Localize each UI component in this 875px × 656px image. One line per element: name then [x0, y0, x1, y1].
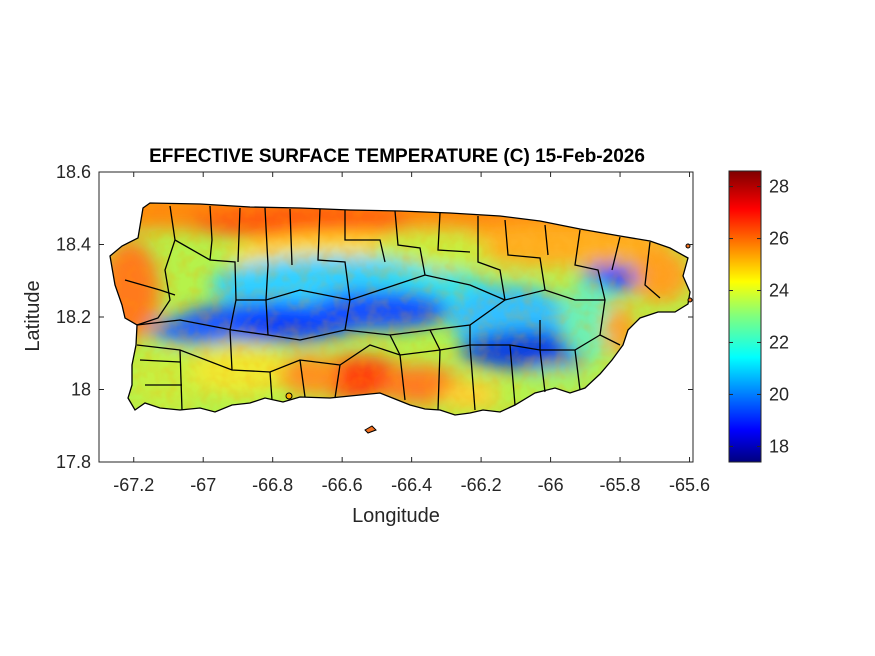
x-tick-label: -66.4 — [391, 475, 432, 495]
colorbar-tick-label: 18 — [769, 436, 789, 456]
colorbar-ticks: 18 20 22 24 26 28 — [729, 177, 789, 456]
y-tick-label: 17.8 — [56, 452, 91, 472]
colorbar-tick-label: 24 — [769, 281, 789, 301]
x-tick-label: -67.2 — [113, 475, 154, 495]
colorbar-tick-label: 20 — [769, 384, 789, 404]
x-tick-label: -66.2 — [461, 475, 502, 495]
x-tick-label: -65.6 — [669, 475, 710, 495]
x-ticks: -67.2 -67 -66.8 -66.6 -66.4 -66.2 -66 -65.8 -65.… — [113, 172, 710, 495]
x-tick-label: -66 — [538, 475, 564, 495]
y-ticks: 17.8 18 18.2 18.4 18.6 — [56, 162, 693, 472]
offshore-islands — [285, 243, 693, 434]
y-axis-label: Latitude — [22, 280, 44, 351]
colorbar-gradient — [728, 170, 762, 463]
temperature-heatmap — [110, 203, 690, 415]
x-tick-label: -66.6 — [322, 475, 363, 495]
y-tick-label: 18.4 — [56, 235, 91, 255]
x-tick-label: -67 — [190, 475, 216, 495]
colorbar-tick-label: 26 — [769, 229, 789, 249]
x-tick-label: -65.8 — [600, 475, 641, 495]
x-axis-label: Longitude — [352, 505, 440, 527]
x-tick-label: -66.8 — [252, 475, 293, 495]
y-tick-label: 18.2 — [56, 307, 91, 327]
y-tick-label: 18 — [71, 380, 91, 400]
colorbar: 18 20 22 24 26 28 — [728, 170, 789, 463]
colorbar-tick-label: 28 — [769, 177, 789, 197]
municipality-boundaries — [109, 202, 691, 416]
colorbar-tick-label: 22 — [769, 332, 789, 352]
chart-title: EFFECTIVE SURFACE TEMPERATURE (C) 15-Feb… — [149, 146, 645, 167]
y-tick-label: 18.6 — [56, 162, 91, 182]
